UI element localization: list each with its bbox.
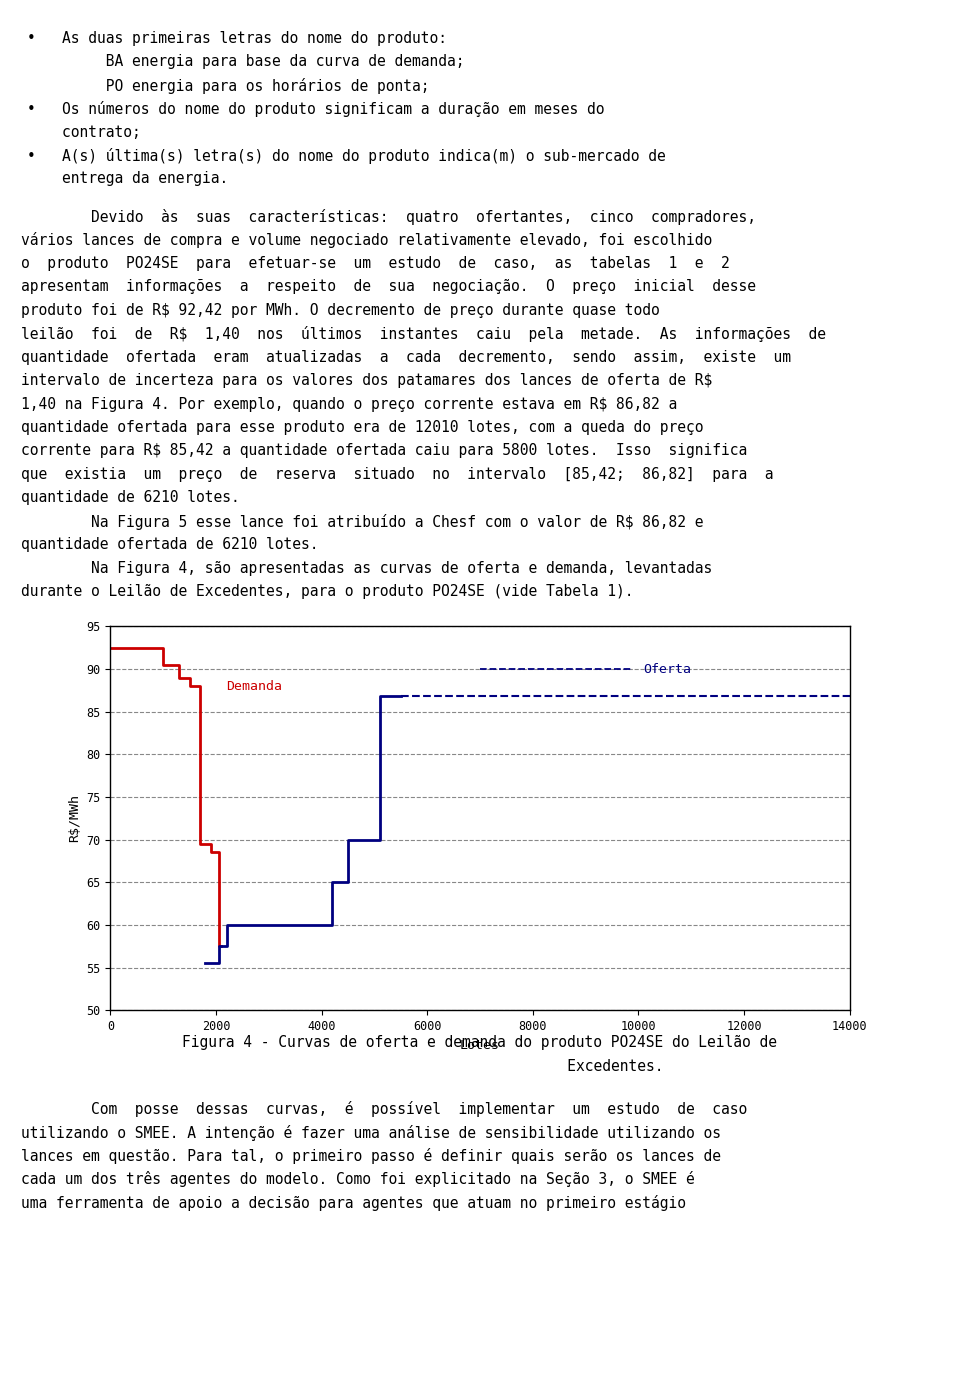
Text: BA energia para base da curva de demanda;: BA energia para base da curva de demanda… bbox=[27, 54, 465, 70]
Text: quantidade ofertada para esse produto era de 12010 lotes, com a queda do preço: quantidade ofertada para esse produto er… bbox=[21, 420, 704, 436]
Text: quantidade ofertada de 6210 lotes.: quantidade ofertada de 6210 lotes. bbox=[21, 537, 319, 553]
Text: que  existia  um  preço  de  reserva  situado  no  intervalo  [85,42;  86,82]  p: que existia um preço de reserva situado … bbox=[21, 466, 774, 482]
Text: Excedentes.: Excedentes. bbox=[297, 1060, 663, 1074]
Text: leilão  foi  de  R$  1,40  nos  últimos  instantes  caiu  pela  metade.  As  inf: leilão foi de R$ 1,40 nos últimos instan… bbox=[21, 327, 827, 342]
X-axis label: Lotes: Lotes bbox=[460, 1039, 500, 1051]
Text: •   A(s) última(s) letra(s) do nome do produto indica(m) o sub-mercado de: • A(s) última(s) letra(s) do nome do pro… bbox=[27, 148, 665, 163]
Text: produto foi de R$ 92,42 por MWh. O decremento de preço durante quase todo: produto foi de R$ 92,42 por MWh. O decre… bbox=[21, 303, 660, 318]
Text: PO energia para os horários de ponta;: PO energia para os horários de ponta; bbox=[27, 78, 429, 94]
Text: Demanda: Demanda bbox=[227, 680, 282, 692]
Text: 1,40 na Figura 4. Por exemplo, quando o preço corrente estava em R$ 86,82 a: 1,40 na Figura 4. Por exemplo, quando o … bbox=[21, 396, 678, 412]
Text: Oferta: Oferta bbox=[644, 663, 691, 676]
Text: quantidade de 6210 lotes.: quantidade de 6210 lotes. bbox=[21, 490, 240, 505]
Text: •   Os números do nome do produto significam a duração em meses do: • Os números do nome do produto signific… bbox=[27, 101, 605, 117]
Text: entrega da energia.: entrega da energia. bbox=[27, 172, 228, 187]
Text: o  produto  PO24SE  para  efetuar-se  um  estudo  de  caso,  as  tabelas  1  e  : o produto PO24SE para efetuar-se um estu… bbox=[21, 255, 730, 271]
Text: Devido  às  suas  características:  quatro  ofertantes,  cinco  compradores,: Devido às suas características: quatro o… bbox=[21, 209, 756, 225]
Text: corrente para R$ 85,42 a quantidade ofertada caiu para 5800 lotes.  Isso  signif: corrente para R$ 85,42 a quantidade ofer… bbox=[21, 444, 748, 458]
Text: Na Figura 4, são apresentadas as curvas de oferta e demanda, levantadas: Na Figura 4, são apresentadas as curvas … bbox=[21, 561, 712, 575]
Text: intervalo de incerteza para os valores dos patamares dos lances de oferta de R$: intervalo de incerteza para os valores d… bbox=[21, 373, 712, 388]
Y-axis label: R$/MWh: R$/MWh bbox=[68, 794, 81, 842]
Text: lances em questão. Para tal, o primeiro passo é definir quais serão os lances de: lances em questão. Para tal, o primeiro … bbox=[21, 1148, 721, 1164]
Text: Figura 4 - Curvas de oferta e demanda do produto PO24SE do Leilão de: Figura 4 - Curvas de oferta e demanda do… bbox=[182, 1036, 778, 1050]
Text: utilizando o SMEE. A intenção é fazer uma análise de sensibilidade utilizando os: utilizando o SMEE. A intenção é fazer um… bbox=[21, 1125, 721, 1141]
Text: Na Figura 5 esse lance foi atribuído a Chesf com o valor de R$ 86,82 e: Na Figura 5 esse lance foi atribuído a C… bbox=[21, 514, 704, 530]
Text: cada um dos três agentes do modelo. Como foi explicitado na Seção 3, o SMEE é: cada um dos três agentes do modelo. Como… bbox=[21, 1171, 695, 1188]
Text: Com  posse  dessas  curvas,  é  possível  implementar  um  estudo  de  caso: Com posse dessas curvas, é possível impl… bbox=[21, 1101, 748, 1117]
Text: •   As duas primeiras letras do nome do produto:: • As duas primeiras letras do nome do pr… bbox=[27, 31, 446, 46]
Text: quantidade  ofertada  eram  atualizadas  a  cada  decremento,  sendo  assim,  ex: quantidade ofertada eram atualizadas a c… bbox=[21, 349, 791, 364]
Text: uma ferramenta de apoio a decisão para agentes que atuam no primeiro estágio: uma ferramenta de apoio a decisão para a… bbox=[21, 1195, 686, 1210]
Text: durante o Leilão de Excedentes, para o produto PO24SE (vide Tabela 1).: durante o Leilão de Excedentes, para o p… bbox=[21, 584, 634, 599]
Text: vários lances de compra e volume negociado relativamente elevado, foi escolhido: vários lances de compra e volume negocia… bbox=[21, 232, 712, 248]
Text: apresentam  informações  a  respeito  de  sua  negociação.  O  preço  inicial  d: apresentam informações a respeito de sua… bbox=[21, 279, 756, 295]
Text: contrato;: contrato; bbox=[27, 124, 140, 140]
